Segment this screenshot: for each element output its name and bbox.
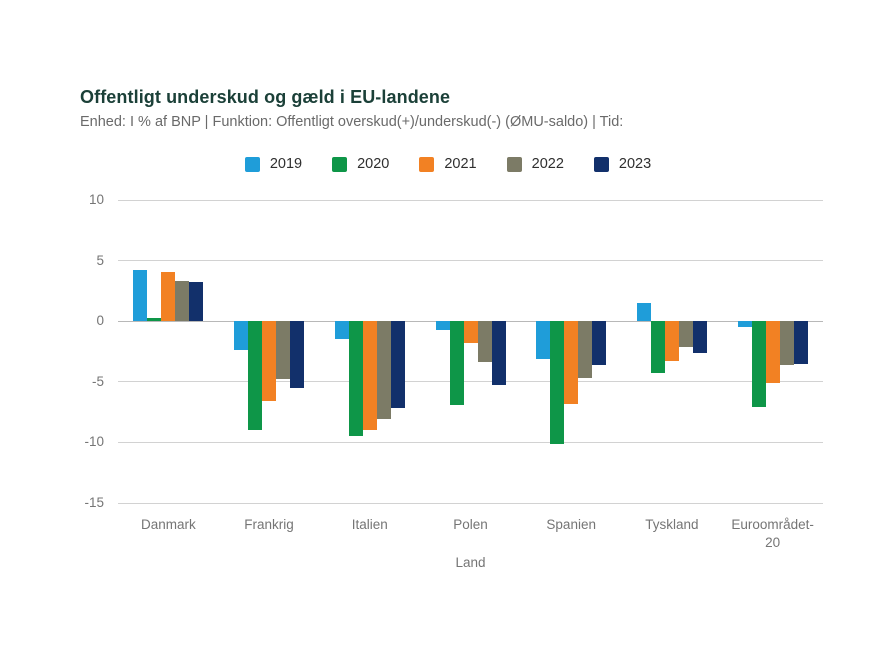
bar-italien-2019[interactable] xyxy=(334,321,349,340)
bar-frankrig-2023[interactable] xyxy=(290,321,305,388)
legend-label: 2019 xyxy=(269,156,303,172)
bar-euroomr-det-20-2022[interactable] xyxy=(779,321,794,365)
legend-label: 2022 xyxy=(531,156,564,172)
bar-danmark-2022[interactable] xyxy=(175,281,190,322)
y-axis-label-5: 5 xyxy=(96,252,104,268)
bar-frankrig-2019[interactable] xyxy=(234,321,249,351)
plot-area xyxy=(118,199,823,504)
bar-italien-2021[interactable] xyxy=(362,321,377,431)
bar-spanien-2022[interactable] xyxy=(578,321,593,379)
bar-tyskland-2021[interactable] xyxy=(664,321,679,362)
bar-polen-2020[interactable] xyxy=(449,321,464,405)
x-axis-label-tyskland: Tyskland xyxy=(645,517,699,532)
gridline-5 xyxy=(118,260,823,262)
x-axis-label-frankrig: Frankrig xyxy=(244,517,294,532)
gridline--15 xyxy=(118,502,823,504)
bar-frankrig-2020[interactable] xyxy=(248,321,263,431)
bar-frankrig-2022[interactable] xyxy=(276,321,291,380)
bar-italien-2023[interactable] xyxy=(390,321,405,409)
legend-swatch-icon xyxy=(506,156,522,172)
x-axis-label-spanien: Spanien xyxy=(546,517,596,532)
legend-item-2022[interactable]: 2022 xyxy=(506,156,564,172)
chart-title: Offentligt underskud og gæld i EU-landen… xyxy=(80,87,451,107)
x-axis-title: Land xyxy=(455,555,486,570)
legend-label: 2021 xyxy=(444,156,477,172)
x-axis-label-euroomr-det-20: Euroområdet-20 xyxy=(731,517,814,551)
bar-danmark-2019[interactable] xyxy=(133,270,148,322)
x-axis-label-polen: Polen xyxy=(453,517,488,532)
bar-euroomr-det-20-2019[interactable] xyxy=(737,321,752,328)
bar-polen-2021[interactable] xyxy=(463,321,478,343)
y-axis-label--10: -10 xyxy=(84,434,104,450)
bar-spanien-2019[interactable] xyxy=(536,321,551,359)
bar-euroomr-det-20-2023[interactable] xyxy=(793,321,808,364)
bar-italien-2020[interactable] xyxy=(348,321,363,437)
bar-polen-2022[interactable] xyxy=(477,321,492,363)
bar-tyskland-2020[interactable] xyxy=(650,321,665,374)
legend-swatch-icon xyxy=(332,156,348,172)
bar-euroomr-det-20-2021[interactable] xyxy=(765,321,780,383)
chart-area: Land 10 5 0 -5 -10 -15 Danmark Frankrig Italien P… xyxy=(0,192,896,592)
bar-danmark-2020[interactable] xyxy=(147,317,162,322)
legend-item-2023[interactable]: 2023 xyxy=(593,156,652,172)
y-axis-label--15: -15 xyxy=(84,495,104,510)
bar-tyskland-2019[interactable] xyxy=(636,303,651,322)
legend-label: 2020 xyxy=(357,156,390,172)
legend-item-2020[interactable]: 2020 xyxy=(332,156,389,172)
bar-danmark-2023[interactable] xyxy=(189,282,204,322)
legend-label: 2023 xyxy=(618,156,652,172)
gridline-10 xyxy=(118,199,823,201)
x-axis-label-italien: Italien xyxy=(351,517,388,532)
bar-danmark-2021[interactable] xyxy=(161,271,176,322)
gridline--10 xyxy=(118,441,823,443)
bar-frankrig-2021[interactable] xyxy=(262,321,277,402)
y-axis-label--5: -5 xyxy=(91,373,104,389)
bar-polen-2019[interactable] xyxy=(435,321,450,330)
y-axis-label-0: 0 xyxy=(96,313,104,329)
bar-spanien-2023[interactable] xyxy=(592,321,607,365)
legend-item-2019[interactable]: 2019 xyxy=(244,156,303,172)
legend-swatch-icon xyxy=(593,156,609,172)
bar-polen-2023[interactable] xyxy=(491,321,506,386)
x-axis-label-danmark: Danmark xyxy=(140,517,196,532)
legend-item-2021[interactable]: 2021 xyxy=(419,156,477,172)
bar-spanien-2021[interactable] xyxy=(564,321,579,404)
chart-subtitle: Enhed: I % af BNP | Funktion: Offentligt… xyxy=(80,114,624,130)
bar-spanien-2020[interactable] xyxy=(550,321,565,444)
chart-legend: 2019 2020 2021 2022 2023 xyxy=(0,156,896,172)
legend-swatch-icon xyxy=(244,156,260,172)
gridline--5 xyxy=(118,381,823,383)
bar-euroomr-det-20-2020[interactable] xyxy=(751,321,766,408)
bar-tyskland-2023[interactable] xyxy=(692,321,707,353)
bar-italien-2022[interactable] xyxy=(376,321,391,420)
y-axis-label-10: 10 xyxy=(88,192,104,207)
legend-swatch-icon xyxy=(419,156,435,172)
bar-tyskland-2022[interactable] xyxy=(678,321,693,347)
